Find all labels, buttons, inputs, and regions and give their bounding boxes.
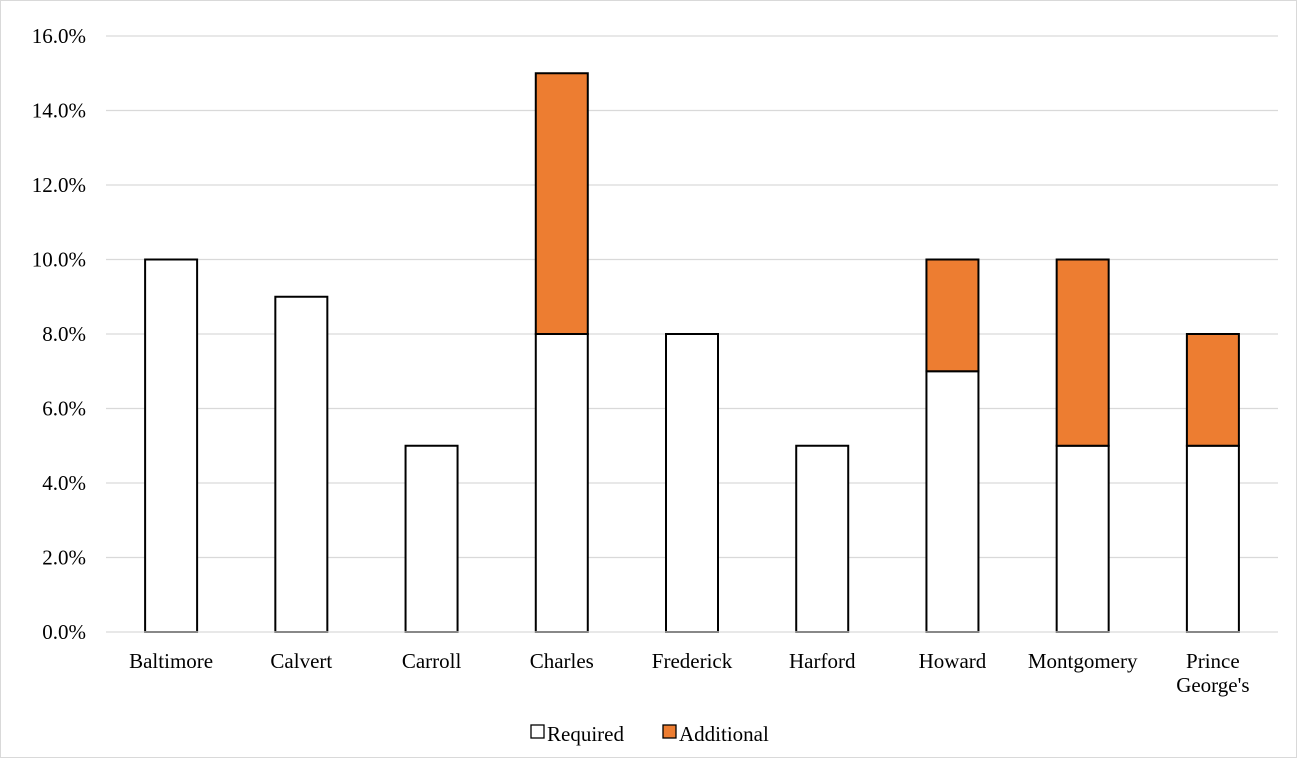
bar-required-prince-george-s bbox=[1185, 444, 1240, 633]
legend-label-additional: Additional bbox=[679, 722, 769, 746]
y-tick-label: 8.0% bbox=[42, 322, 86, 346]
legend-swatch-additional bbox=[662, 724, 677, 739]
y-tick-label: 16.0% bbox=[32, 24, 86, 48]
bar-required-carroll bbox=[404, 444, 459, 633]
bar-additional-charles bbox=[534, 72, 589, 335]
bar-required-howard bbox=[925, 370, 980, 633]
y-tick-label: 0.0% bbox=[42, 620, 86, 644]
y-tick-label: 6.0% bbox=[42, 397, 86, 421]
legend-swatch-required bbox=[530, 724, 545, 739]
x-tick-label: Harford bbox=[789, 649, 856, 673]
x-tick-label: Howard bbox=[919, 649, 987, 673]
x-tick-label: Baltimore bbox=[129, 649, 213, 673]
x-tick-label: Frederick bbox=[652, 649, 733, 673]
x-axis-labels: Baltimore Calvert Carroll Charles Frederick H… bbox=[129, 649, 1249, 697]
bar-additional-prince-george-s bbox=[1185, 333, 1240, 447]
y-tick-label: 14.0% bbox=[32, 99, 86, 123]
x-tick-label: Montgomery bbox=[1028, 649, 1138, 673]
bar-required-harford bbox=[795, 444, 850, 633]
y-tick-label: 10.0% bbox=[32, 248, 86, 272]
x-tick-label: Calvert bbox=[270, 649, 332, 673]
legend: Required Additional bbox=[530, 722, 769, 746]
bar-required-charles bbox=[534, 333, 589, 633]
y-tick-label: 4.0% bbox=[42, 471, 86, 495]
bar-additional-howard bbox=[925, 258, 980, 373]
bars bbox=[144, 72, 1240, 633]
y-axis-ticks: 0.0% 2.0% 4.0% 6.0% 8.0% 10.0% 12.0% 14.0% 16.0% bbox=[32, 24, 86, 644]
legend-label-required: Required bbox=[547, 722, 624, 746]
bar-required-baltimore bbox=[144, 258, 199, 633]
bar-required-montgomery bbox=[1055, 444, 1110, 633]
bar-additional-montgomery bbox=[1055, 258, 1110, 447]
x-tick-label: Prince George's bbox=[1176, 649, 1249, 697]
y-tick-label: 2.0% bbox=[42, 546, 86, 570]
bar-required-calvert bbox=[274, 295, 329, 633]
x-tick-label: Carroll bbox=[402, 649, 462, 673]
y-tick-label: 12.0% bbox=[32, 173, 86, 197]
bar-required-frederick bbox=[665, 333, 719, 633]
x-tick-label: Charles bbox=[530, 649, 594, 673]
